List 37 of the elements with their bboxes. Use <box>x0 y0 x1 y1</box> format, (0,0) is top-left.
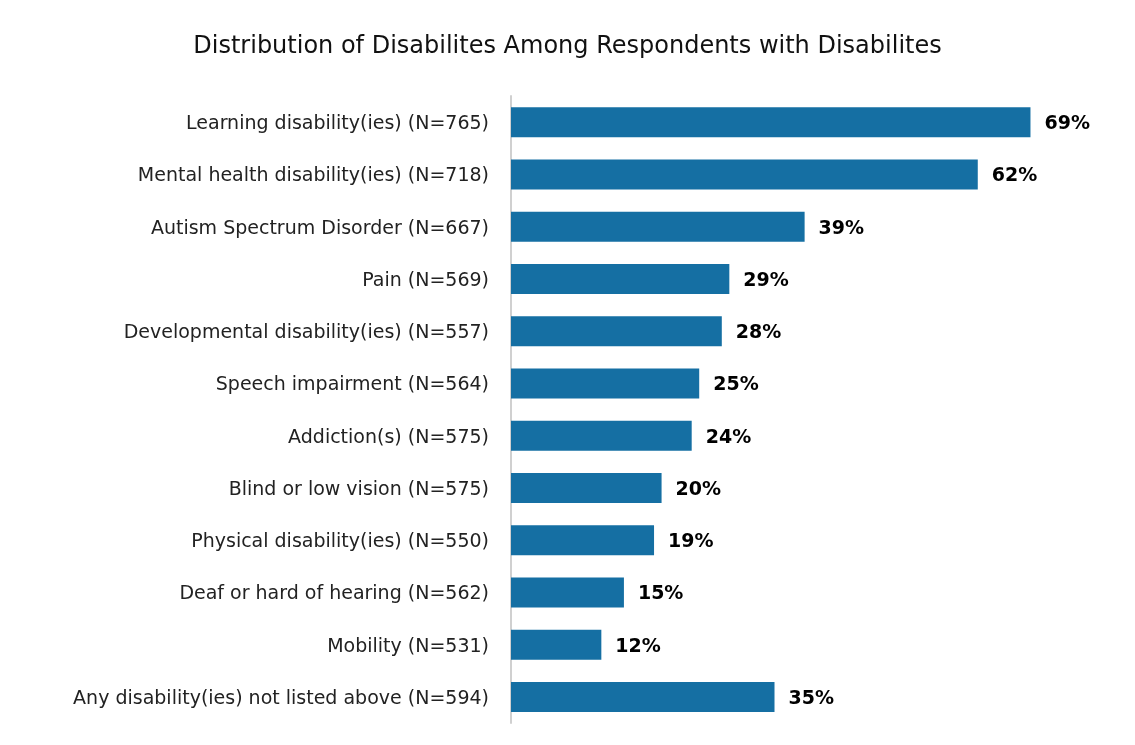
y-tick-label: Addiction(s) (N=575) <box>288 424 489 447</box>
y-tick-label: Developmental disability(ies) (N=557) <box>123 320 489 343</box>
data-label: 15% <box>637 581 684 604</box>
y-tick-label: Physical disability(ies) (N=550) <box>191 529 489 552</box>
data-label: 20% <box>675 476 722 499</box>
y-tick-label: Speech impairment (N=564) <box>215 372 489 395</box>
y-tick-label: Blind or low vision (N=575) <box>228 476 489 499</box>
y-tick-label: Any disability(ies) not listed above (N=594) <box>73 685 489 708</box>
data-label: 62% <box>991 163 1038 186</box>
bar <box>511 263 730 294</box>
data-label: 29% <box>743 267 789 290</box>
data-label: 12% <box>615 633 661 656</box>
data-label: 69% <box>1044 111 1090 134</box>
data-label: 39% <box>818 215 865 238</box>
bar <box>511 107 1031 138</box>
bar <box>511 525 655 556</box>
bar <box>511 420 692 451</box>
y-tick-label: Learning disability(ies) (N=765) <box>186 111 489 134</box>
y-tick-label: Autism Spectrum Disorder (N=667) <box>150 215 489 238</box>
bar <box>511 159 978 190</box>
bar <box>511 316 722 347</box>
data-label: 19% <box>668 529 714 552</box>
bar <box>511 472 662 503</box>
data-label: 28% <box>735 320 782 343</box>
data-label: 24% <box>705 424 752 447</box>
bar <box>511 368 700 399</box>
data-label: 25% <box>713 372 759 395</box>
y-tick-label: Deaf or hard of hearing (N=562) <box>179 581 489 604</box>
y-tick-label: Mental health disability(ies) (N=718) <box>137 163 489 186</box>
data-label: 35% <box>788 685 834 708</box>
bar <box>511 629 602 660</box>
chart-title: Distribution of Disabilites Among Respondents with Disabilites <box>193 31 942 59</box>
y-tick-label: Pain (N=569) <box>362 267 489 290</box>
bar <box>511 681 775 712</box>
bar <box>511 211 805 242</box>
bar <box>511 577 624 608</box>
y-tick-label: Mobility (N=531) <box>327 633 489 656</box>
